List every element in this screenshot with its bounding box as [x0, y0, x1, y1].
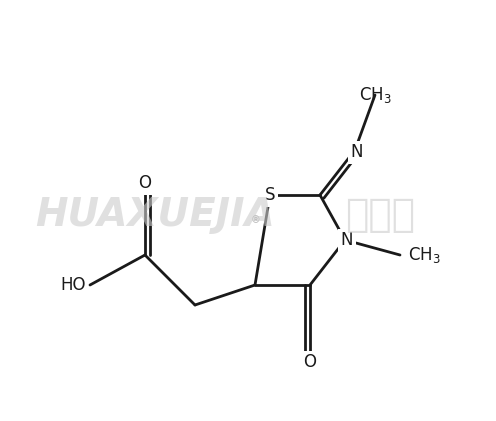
Text: 化学加: 化学加 [345, 196, 415, 234]
Text: CH$_3$: CH$_3$ [408, 245, 441, 265]
Text: S: S [265, 186, 275, 204]
Text: O: O [304, 353, 316, 371]
Text: HUAXUEJIA: HUAXUEJIA [35, 196, 275, 234]
Text: N: N [341, 231, 353, 249]
Text: CH$_3$: CH$_3$ [359, 85, 391, 105]
Text: HO: HO [61, 276, 86, 294]
Text: O: O [138, 174, 151, 192]
Text: ®: ® [250, 215, 260, 225]
Text: N: N [351, 143, 363, 161]
